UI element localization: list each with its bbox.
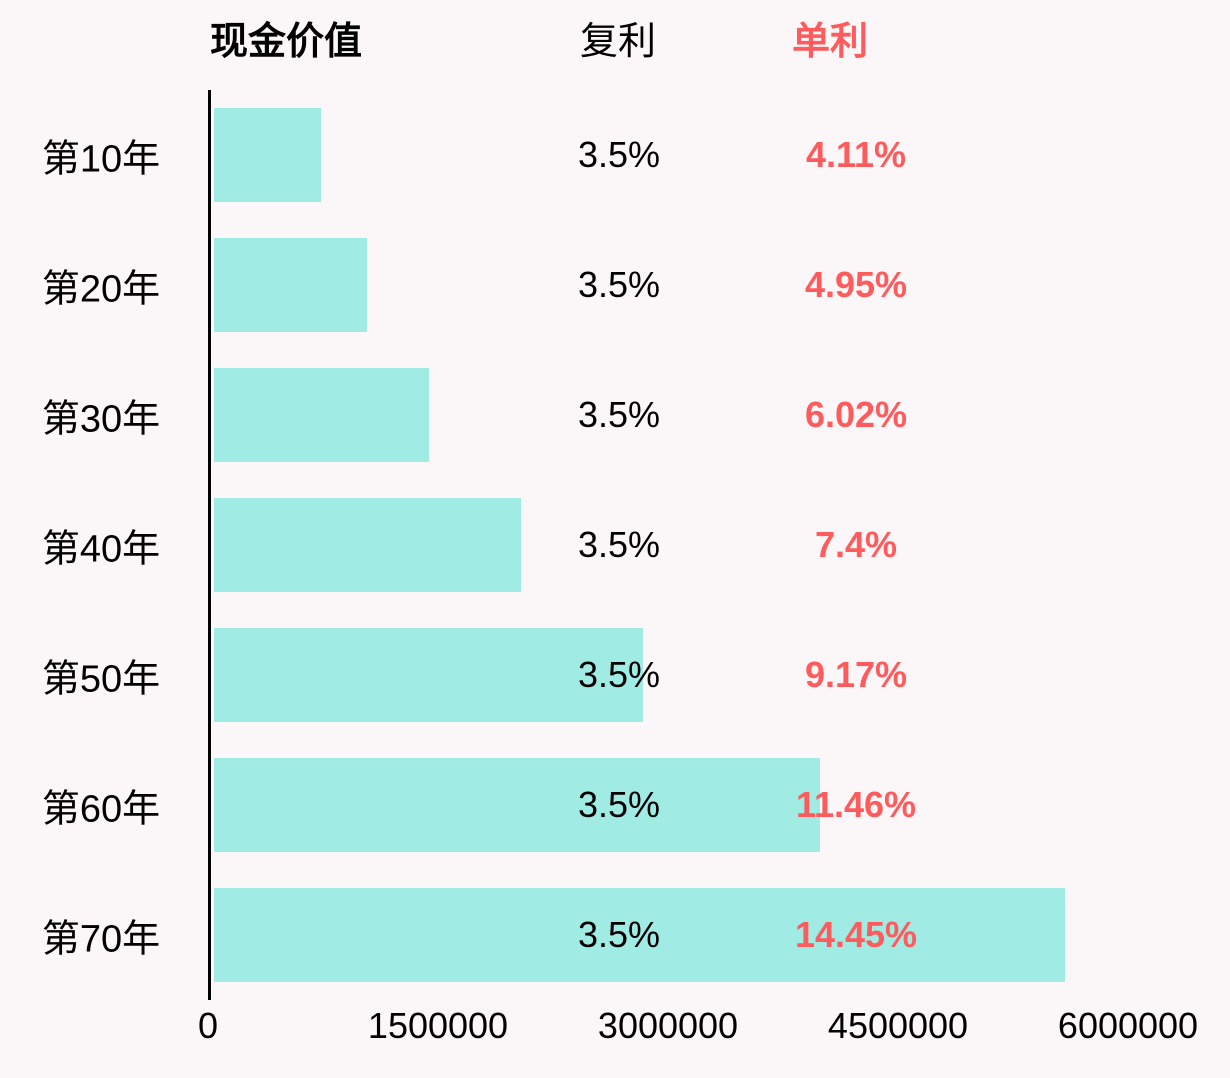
- compound-value: 3.5%: [559, 914, 679, 956]
- header-simple: 单利: [770, 10, 890, 65]
- simple-value: 9.17%: [771, 654, 941, 696]
- bar: [214, 368, 429, 462]
- compound-value: 3.5%: [559, 784, 679, 826]
- x-tick-label: 1500000: [368, 1005, 508, 1047]
- row-label: 第10年: [1, 128, 201, 183]
- compound-value: 3.5%: [559, 654, 679, 696]
- row-label: 第50年: [1, 648, 201, 703]
- chart-row: 第40年 3.5% 7.4%: [1, 480, 1211, 610]
- compound-value: 3.5%: [559, 394, 679, 436]
- bar: [214, 758, 820, 852]
- row-label: 第70年: [1, 908, 201, 963]
- simple-value: 4.95%: [771, 264, 941, 306]
- x-tick-label: 3000000: [598, 1005, 738, 1047]
- simple-value: 6.02%: [771, 394, 941, 436]
- simple-value: 4.11%: [771, 134, 941, 176]
- simple-value: 14.45%: [771, 914, 941, 956]
- chart-row: 第70年 3.5% 14.45%: [1, 870, 1211, 1000]
- bar: [214, 498, 521, 592]
- simple-value: 7.4%: [771, 524, 941, 566]
- chart-header: 现金价值 复利 单利: [0, 10, 1230, 80]
- compound-value: 3.5%: [559, 264, 679, 306]
- chart-plot-area: 第10年3.5%4.11%第20年3.5%4.95%第30年3.5%6.02%第…: [208, 90, 1208, 1000]
- row-label: 第30年: [1, 388, 201, 443]
- row-label: 第20年: [1, 258, 201, 313]
- chart-row: 第20年 3.5% 4.95%: [1, 220, 1211, 350]
- chart-row: 第50年 3.5% 9.17%: [1, 610, 1211, 740]
- chart-row: 第10年 3.5% 4.11%: [1, 90, 1211, 220]
- x-axis: 01500000300000045000006000000: [208, 1005, 1208, 1055]
- header-compound: 复利: [558, 10, 678, 65]
- row-label: 第60年: [1, 778, 201, 833]
- header-cash-value: 现金价值: [210, 10, 362, 65]
- bar: [214, 238, 367, 332]
- x-tick-label: 0: [198, 1005, 218, 1047]
- simple-value: 11.46%: [771, 784, 941, 826]
- compound-value: 3.5%: [559, 524, 679, 566]
- chart-row: 第30年 3.5% 6.02%: [1, 350, 1211, 480]
- x-tick-label: 4500000: [828, 1005, 968, 1047]
- x-tick-label: 6000000: [1058, 1005, 1198, 1047]
- chart-row: 第60年 3.5% 11.46%: [1, 740, 1211, 870]
- compound-value: 3.5%: [559, 134, 679, 176]
- row-label: 第40年: [1, 518, 201, 573]
- bar: [214, 108, 321, 202]
